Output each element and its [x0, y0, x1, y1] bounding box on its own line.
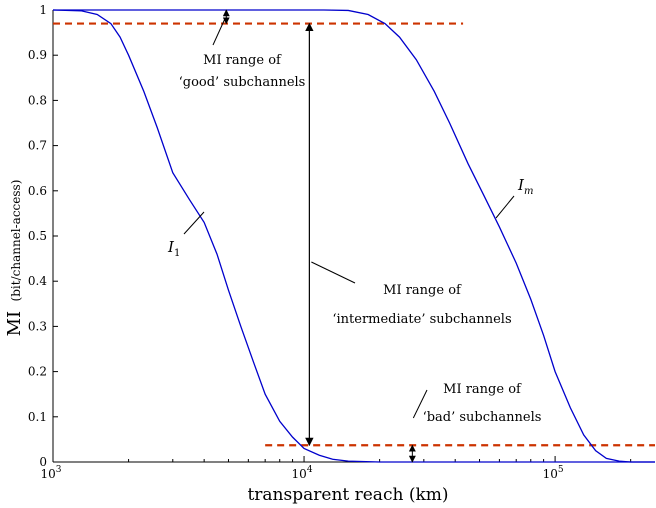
- y-tick-label-4: 0.4: [28, 274, 47, 288]
- y-axis-title-unit: (bit/channel-access): [9, 180, 23, 302]
- svg-text:MI (bit/channel-access): MI (bit/channel-access): [4, 180, 25, 337]
- im-leader-line: [495, 195, 515, 219]
- x-tick-label-0: 103: [40, 465, 61, 481]
- y-tick-label-8: 0.8: [28, 93, 47, 107]
- y-tick-label-9: 0.9: [28, 48, 47, 62]
- series-layer: [52, 9, 655, 463]
- y-tick-label-2: 0.2: [28, 365, 47, 379]
- series-line-0: [52, 9, 655, 463]
- x-axis-title: transparent reach (km): [247, 485, 448, 505]
- series-line-1: [53, 9, 655, 463]
- annotation-intermediate-line2: ‘intermediate’ subchannels: [332, 312, 511, 327]
- y-tick-label-6: 0.6: [28, 184, 47, 198]
- x-tick-label-2: 105: [543, 465, 564, 481]
- bad-leader-line: [412, 389, 428, 419]
- good-leader-line: [212, 17, 226, 46]
- annotation-bad-line1: MI range of: [443, 382, 522, 397]
- y-tick-label-10: 1: [39, 3, 47, 17]
- i1-leader-line: [183, 211, 205, 235]
- annotation-good-line1: MI range of: [203, 53, 282, 68]
- x-tick-label-1: 104: [292, 465, 313, 481]
- annotation-intermediate-line1: MI range of: [383, 283, 462, 298]
- y-tick-label-0: 0: [39, 455, 47, 469]
- series-label-im: Im: [517, 176, 533, 197]
- intermediate-leader-line: [311, 261, 356, 284]
- annotation-bad-line2: ‘bad’ subchannels: [423, 410, 542, 425]
- y-tick-label-5: 0.5: [28, 229, 47, 243]
- y-axis-title: MI (bit/channel-access): [4, 180, 25, 337]
- threshold-lines: [53, 22, 655, 447]
- y-tick-label-1: 0.1: [28, 410, 47, 424]
- y-tick-label-7: 0.7: [28, 139, 47, 153]
- range-arrows: [183, 9, 515, 463]
- y-tick-label-3: 0.3: [28, 319, 47, 333]
- annotation-good-line2: ‘good’ subchannels: [179, 75, 306, 90]
- y-axis-title-main: MI: [4, 311, 25, 337]
- series-label-i1: I1: [167, 238, 180, 259]
- axes-layer: 0 0.1 0.2 0.3 0.4 0.5 0.6 0.7 0.8 0.9 1 103 104 105: [28, 3, 655, 481]
